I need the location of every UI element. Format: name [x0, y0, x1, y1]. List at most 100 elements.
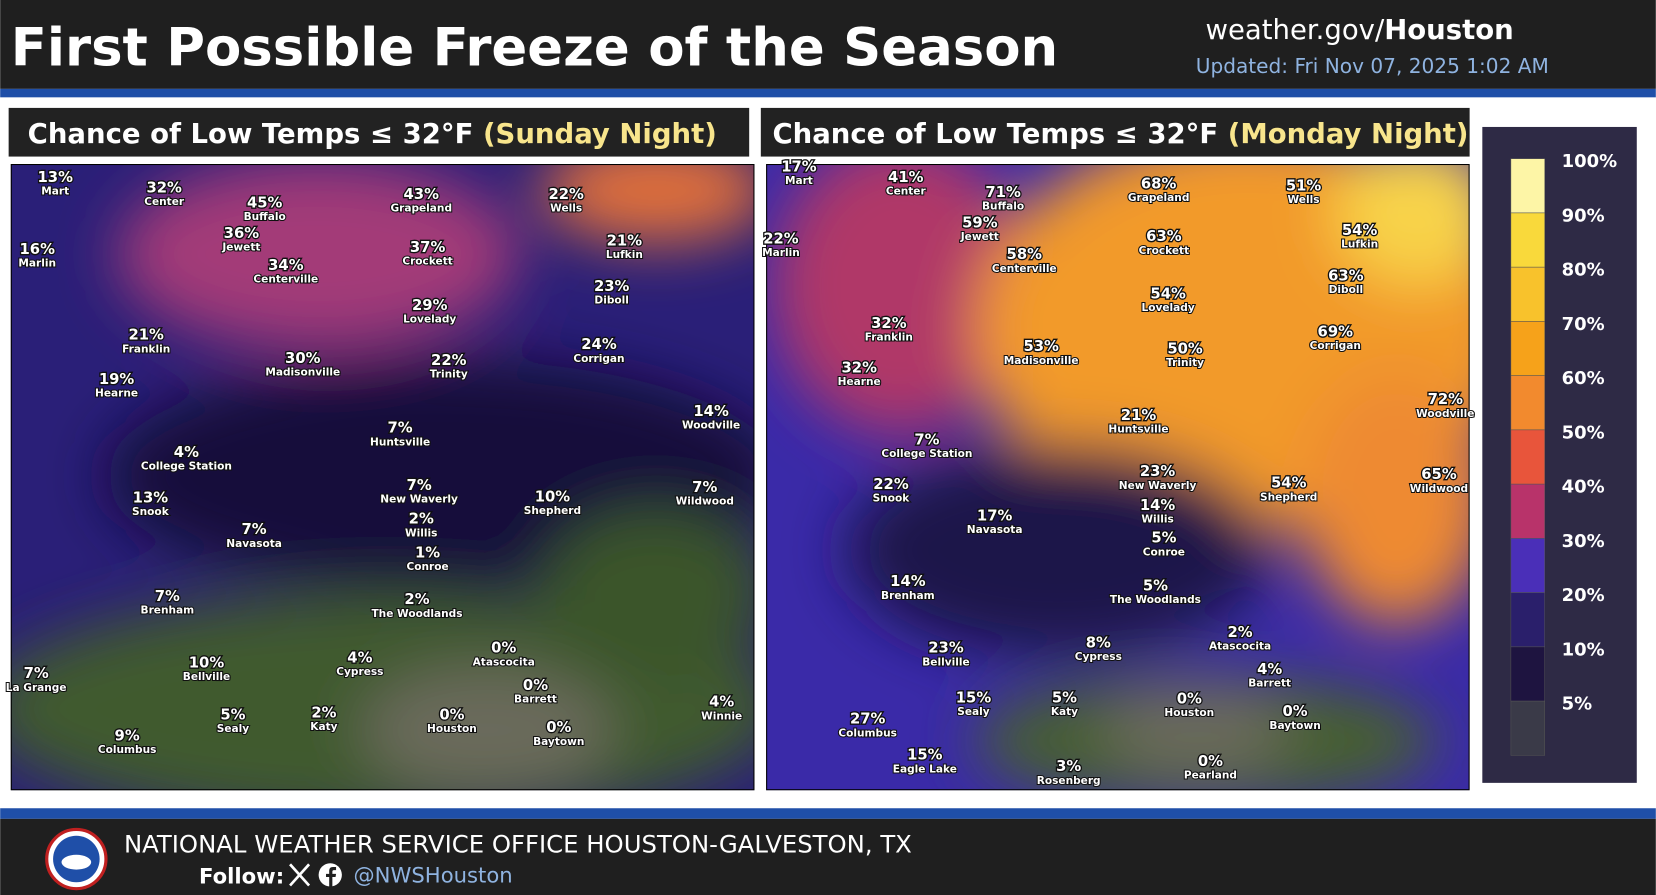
label-value: 0% [1198, 753, 1223, 770]
legend-swatch [1510, 429, 1546, 485]
label-place: Crockett [1139, 245, 1189, 257]
label-place: Shepherd [524, 505, 581, 517]
legend-swatch [1510, 538, 1546, 593]
x-icon [289, 863, 311, 887]
label-value: 32% [841, 359, 877, 376]
legend-swatch [1510, 212, 1546, 268]
label-value: 59% [962, 214, 998, 231]
label-value: 43% [404, 186, 440, 203]
site-office: Houston [1384, 14, 1513, 46]
label-value: 14% [693, 403, 729, 420]
legend-swatch [1510, 700, 1546, 756]
label-place: Buffalo [982, 200, 1024, 212]
label-place: Madisonville [265, 367, 340, 379]
label-value: 32% [871, 315, 907, 332]
label-value: 13% [133, 490, 169, 507]
facebook-icon [318, 863, 342, 887]
legend-label: 90% [1562, 205, 1605, 226]
label-place: Crockett [402, 255, 452, 267]
legend-swatch [1510, 321, 1546, 376]
label-place: Centerville [253, 273, 318, 285]
label-value: 21% [1121, 407, 1157, 424]
label-place: Huntsville [370, 436, 430, 448]
label-place: The Woodlands [1110, 594, 1201, 606]
site-prefix: weather.gov/ [1205, 14, 1384, 46]
legend-swatch [1510, 483, 1546, 539]
label-value: 32% [146, 180, 182, 197]
label-place: New Waverly [380, 494, 458, 506]
label-place: Atascocita [1209, 641, 1271, 653]
legend-label: 10% [1562, 639, 1605, 660]
panel-title-bar [760, 107, 1470, 157]
label-value: 41% [888, 169, 924, 186]
label-place: Franklin [865, 332, 913, 344]
label-place: Columbus [838, 727, 897, 739]
label-value: 22% [763, 230, 799, 247]
label-place: Navasota [967, 524, 1023, 536]
label-value: 5% [220, 706, 245, 723]
label-value: 58% [1007, 246, 1043, 263]
label-place: Jewett [960, 231, 999, 243]
label-value: 54% [1271, 475, 1307, 492]
label-value: 0% [1177, 691, 1202, 708]
label-place: Mart [41, 186, 69, 198]
label-value: 14% [1140, 497, 1176, 514]
footer-bar [0, 818, 1656, 895]
label-value: 54% [1150, 285, 1186, 302]
label-value: 53% [1023, 338, 1059, 355]
label-value: 17% [781, 158, 817, 175]
label-place: Diboll [594, 295, 628, 307]
label-place: Eagle Lake [893, 763, 957, 775]
label-place: Rosenberg [1037, 775, 1101, 787]
label-place: Wildwood [676, 496, 734, 508]
label-value: 7% [242, 521, 267, 538]
label-place: Houston [427, 723, 477, 735]
label-place: Hearne [838, 376, 881, 388]
label-value: 7% [24, 665, 49, 682]
label-value: 21% [607, 232, 643, 249]
label-place: Shepherd [1260, 491, 1317, 503]
title: First Possible Freeze of the Season [11, 18, 1058, 79]
footer-stripe [0, 808, 1656, 819]
label-place: Trinity [1166, 357, 1204, 369]
label-place: Barrett [514, 693, 557, 705]
label-place: Centerville [992, 263, 1057, 275]
label-value: 68% [1141, 175, 1177, 192]
label-value: 0% [546, 719, 571, 736]
legend: 100% 90% 80% 70% 60% 50% 40% 30% 20% 10% 5% [1510, 151, 1618, 756]
label-value: 4% [1257, 661, 1282, 678]
label-place: Wells [1288, 194, 1320, 206]
panel-period: (Sunday Night) [483, 118, 717, 150]
label-place: Lovelady [403, 314, 456, 326]
label-value: 30% [285, 350, 321, 367]
label-value: 29% [412, 297, 448, 314]
map-labels: 13%Mart 32%Center 45%Buffalo43%Grapeland22… [5, 157, 1476, 788]
label-value: 2% [311, 704, 336, 721]
label-value: 8% [1086, 634, 1111, 651]
legend-swatch [1510, 266, 1546, 322]
label-value: 23% [1140, 463, 1176, 480]
legend-label: 100% [1562, 151, 1618, 172]
label-place: Brenham [881, 590, 935, 602]
label-value: 71% [985, 184, 1021, 201]
label-value: 0% [491, 640, 516, 657]
label-value: 14% [890, 573, 926, 590]
panel-title: Chance of Low Temps ≤ 32°F (Sunday Night… [28, 118, 717, 150]
label-place: Bellville [922, 656, 969, 668]
label-place: La Grange [6, 682, 67, 694]
label-place: Hearne [95, 388, 138, 400]
label-value: 0% [1283, 703, 1308, 720]
label-place: Baytown [533, 736, 584, 748]
header-stripe [0, 88, 1656, 98]
label-value: 51% [1286, 177, 1322, 194]
label-place: Center [144, 196, 185, 208]
label-value: 15% [956, 689, 992, 706]
label-place: Marlin [762, 247, 800, 259]
label-value: 65% [1421, 466, 1457, 483]
label-place: Madisonville [1004, 355, 1079, 367]
legend-label: 40% [1562, 477, 1605, 498]
label-value: 63% [1146, 228, 1182, 245]
legend-label: 60% [1562, 368, 1605, 389]
label-place: Franklin [122, 343, 170, 355]
